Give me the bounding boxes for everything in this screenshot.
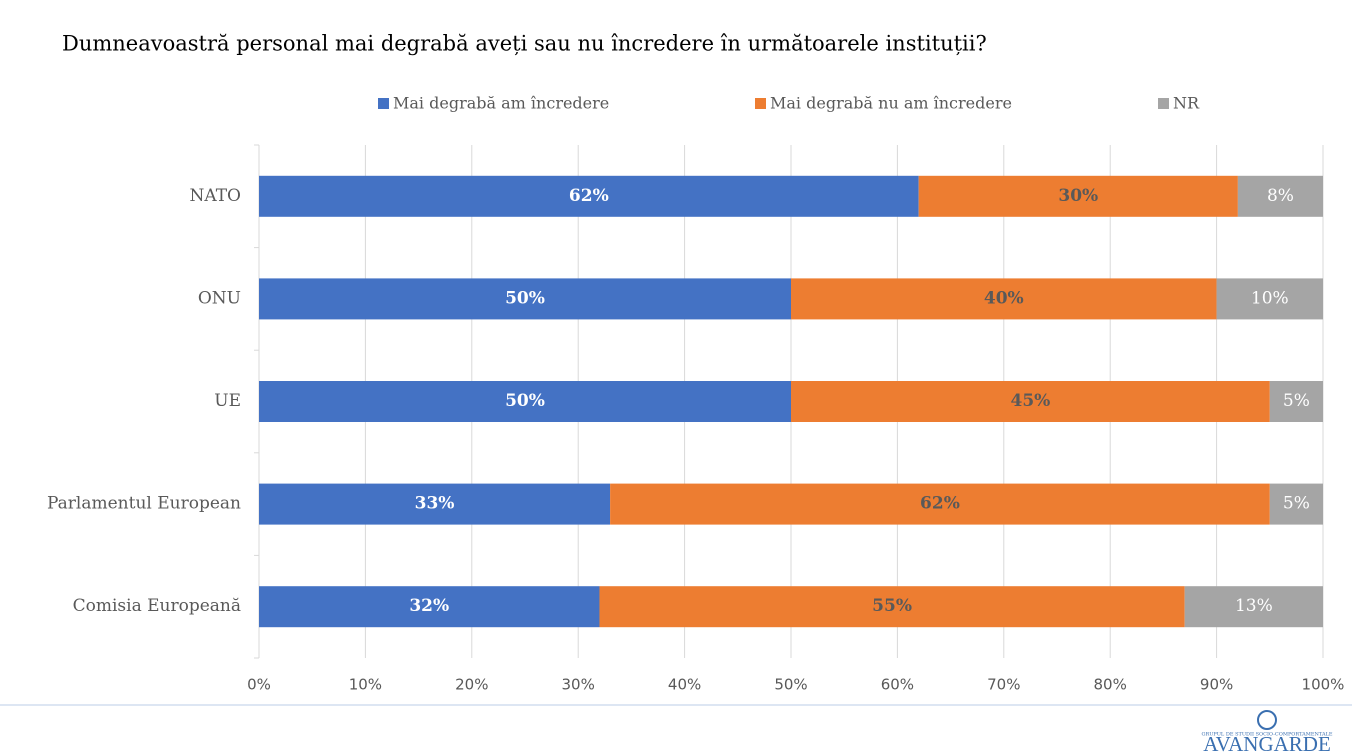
- logo: GRUPUL DE STUDII SOCIO-COMPORTAMENTALE A…: [1201, 710, 1333, 755]
- value-label: 8%: [1267, 186, 1294, 206]
- y-tick-label: ONU: [198, 288, 241, 308]
- x-tick-label: 40%: [668, 676, 701, 694]
- legend-swatch: [1158, 98, 1169, 109]
- legend-label: NR: [1173, 94, 1200, 113]
- x-tick-label: 20%: [455, 676, 488, 694]
- logo-tagline: GRUPUL DE STUDII SOCIO-COMPORTAMENTALE: [1201, 732, 1332, 738]
- bar-segment: [259, 381, 791, 422]
- legend-swatch: [378, 98, 389, 109]
- value-label: 50%: [505, 288, 545, 308]
- x-tick-label: 50%: [774, 676, 807, 694]
- value-label: 50%: [505, 391, 545, 411]
- bar-segment: [1216, 278, 1323, 320]
- logo-icon: [1257, 710, 1277, 730]
- bar-segment: [259, 483, 611, 525]
- value-label: 40%: [984, 288, 1024, 308]
- y-tick-label: Comisia Europeană: [73, 596, 241, 616]
- legend-swatch: [755, 98, 766, 109]
- x-tick-label: 10%: [349, 676, 382, 694]
- bar-segment: [1269, 483, 1323, 525]
- value-label: 5%: [1283, 391, 1310, 411]
- x-tick-label: 30%: [562, 676, 595, 694]
- bar-segment: [918, 175, 1238, 217]
- x-tick-label: 80%: [1094, 676, 1127, 694]
- chart-title: Dumneavoastră personal mai degrabă aveți…: [62, 32, 987, 56]
- value-label: 30%: [1058, 186, 1098, 206]
- value-label: 33%: [415, 494, 455, 514]
- x-tick-label: 70%: [987, 676, 1020, 694]
- bar-segment: [1269, 381, 1323, 422]
- x-tick-label: 0%: [247, 676, 271, 694]
- value-label: 32%: [409, 596, 449, 616]
- bar-segment: [791, 381, 1270, 422]
- value-label: 62%: [569, 186, 609, 206]
- value-label: 5%: [1283, 494, 1310, 514]
- value-label: 10%: [1251, 288, 1289, 308]
- logo-name: AVANGARDE: [1203, 732, 1331, 755]
- x-tick-label: 90%: [1200, 676, 1233, 694]
- bar-segment: [1237, 175, 1323, 217]
- value-label: 45%: [1010, 391, 1050, 411]
- value-label: 13%: [1235, 596, 1273, 616]
- x-tick-label: 100%: [1302, 676, 1345, 694]
- value-label: 55%: [872, 596, 912, 616]
- bar-segment: [1184, 586, 1323, 628]
- x-tick-label: 60%: [881, 676, 914, 694]
- bar-segment: [610, 483, 1270, 525]
- value-label: 62%: [920, 494, 960, 514]
- legend-label: Mai degrabă am încredere: [393, 94, 609, 113]
- y-tick-label: UE: [214, 391, 241, 411]
- legend-label: Mai degrabă nu am încredere: [770, 94, 1012, 113]
- bar-segment: [599, 586, 1185, 628]
- bar-segment: [259, 175, 919, 217]
- y-tick-label: Parlamentul European: [47, 494, 241, 514]
- bar-segment: [259, 278, 791, 320]
- y-tick-label: NATO: [190, 186, 242, 206]
- bar-segment: [791, 278, 1217, 320]
- bar-segment: [259, 586, 600, 628]
